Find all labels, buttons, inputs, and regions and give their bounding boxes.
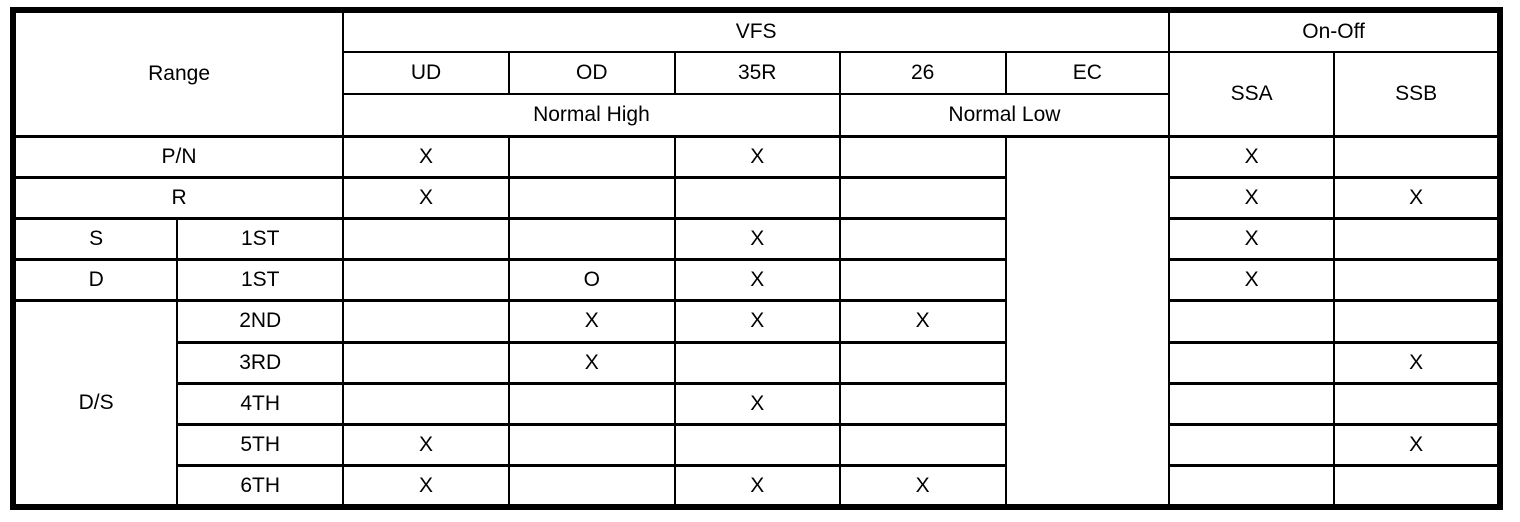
mark-cell: X — [673, 216, 841, 262]
mark-cell: X — [1168, 175, 1336, 220]
mark-cell — [838, 340, 1007, 385]
mark-cell — [1168, 423, 1336, 468]
mark-cell: X — [673, 299, 841, 344]
gear-cell: 1ST — [176, 216, 345, 262]
gear-cell: 4TH — [176, 381, 345, 427]
mark-cell — [673, 423, 841, 468]
header-col-od: OD — [507, 51, 676, 95]
mark-cell — [342, 216, 510, 262]
mark-cell — [838, 258, 1007, 303]
header-row-normal: Normal High Normal Low — [13, 93, 1500, 137]
header-normal-low: Normal Low — [838, 93, 1171, 137]
gear-cell: 2ND — [176, 299, 345, 344]
header-range: Range — [11, 9, 345, 137]
data-row-pn: P/N X X X — [11, 134, 1501, 509]
header-col-ssb: SSB — [1333, 51, 1501, 137]
mark-cell — [838, 216, 1007, 262]
mark-cell — [1168, 340, 1336, 385]
mark-cell — [673, 340, 841, 385]
mark-cell: X — [673, 134, 841, 179]
header-col-26: 26 — [838, 51, 1007, 95]
mark-cell — [1333, 258, 1501, 303]
data-row-ds-3rd: 3RD X X — [13, 340, 1501, 385]
range-cell: P/N — [11, 134, 345, 179]
mark-cell: X — [673, 258, 841, 303]
mark-cell: X — [507, 299, 676, 344]
gear-cell: 5TH — [176, 423, 345, 468]
mark-cell — [342, 381, 510, 427]
mark-cell — [342, 340, 510, 385]
mark-cell: X — [673, 381, 841, 427]
mark-cell: X — [1333, 340, 1501, 385]
mark-cell: X — [673, 464, 841, 509]
header-on-off-group: On-Off — [1168, 9, 1501, 53]
mark-cell — [673, 175, 841, 220]
range-cell: D — [11, 258, 179, 303]
mark-cell: X — [1168, 216, 1336, 262]
mark-cell: X — [342, 464, 510, 509]
mark-cell — [1168, 299, 1336, 344]
gear-cell: 6TH — [176, 464, 345, 509]
header-col-35r: 35R — [673, 51, 841, 95]
mark-cell — [507, 175, 676, 220]
mark-cell — [1333, 464, 1501, 509]
mark-cell: X — [342, 175, 510, 220]
gear-cell: 3RD — [176, 340, 345, 385]
range-cell: S — [11, 216, 179, 262]
mark-cell — [1333, 381, 1501, 427]
header-col-ud: UD — [342, 51, 510, 95]
header-col-ssa: SSA — [1168, 51, 1336, 137]
mark-cell — [342, 258, 510, 303]
gear-cell: 1ST — [176, 258, 345, 303]
mark-cell: X — [1333, 423, 1501, 468]
header-row-groups: Range VFS On-Off — [11, 9, 1501, 137]
mark-cell — [1168, 381, 1336, 427]
data-row-ds-5th: 5TH X X — [13, 423, 1501, 468]
header-row-columns: UD OD 35R 26 EC SSA SSB — [13, 51, 1501, 137]
mark-cell: X — [838, 299, 1007, 344]
mark-cell — [1333, 216, 1501, 262]
header-normal-high: Normal High — [342, 93, 841, 137]
mark-cell: X — [838, 464, 1007, 509]
solenoid-application-table: Range VFS On-Off UD OD 35R 26 EC SSA SSB… — [10, 7, 1503, 510]
data-row-s-1st: S 1ST X X — [11, 216, 1501, 262]
mark-cell — [1333, 134, 1501, 179]
mark-cell — [507, 464, 676, 509]
mark-cell — [838, 175, 1007, 220]
data-row-d-1st: D 1ST O X X — [11, 258, 1501, 303]
mark-cell: O — [507, 258, 676, 303]
mark-cell — [1168, 464, 1336, 509]
data-row-r: R X X X — [11, 175, 1501, 220]
mark-cell — [507, 381, 676, 427]
data-row-ds-4th: 4TH X — [13, 381, 1501, 427]
mark-cell: X — [1168, 134, 1336, 179]
header-vfs-group: VFS — [342, 9, 1171, 53]
mark-cell — [838, 381, 1007, 427]
range-cell: R — [11, 175, 345, 220]
mark-cell — [342, 299, 510, 344]
ec-merged-cell — [1004, 134, 1171, 509]
mark-cell: X — [1168, 258, 1336, 303]
mark-cell — [838, 423, 1007, 468]
data-row-ds-6th: 6TH X X X — [13, 464, 1501, 509]
range-cell: D/S — [11, 299, 179, 509]
mark-cell: X — [507, 340, 676, 385]
mark-cell — [1333, 299, 1501, 344]
data-row-ds-2nd: D/S 2ND X X X — [11, 299, 1501, 509]
mark-cell: X — [342, 134, 510, 179]
mark-cell — [507, 134, 676, 179]
mark-cell: X — [342, 423, 510, 468]
mark-cell: X — [1333, 175, 1501, 220]
mark-cell — [507, 216, 676, 262]
header-col-ec: EC — [1004, 51, 1171, 95]
mark-cell — [507, 423, 676, 468]
mark-cell — [838, 134, 1007, 179]
